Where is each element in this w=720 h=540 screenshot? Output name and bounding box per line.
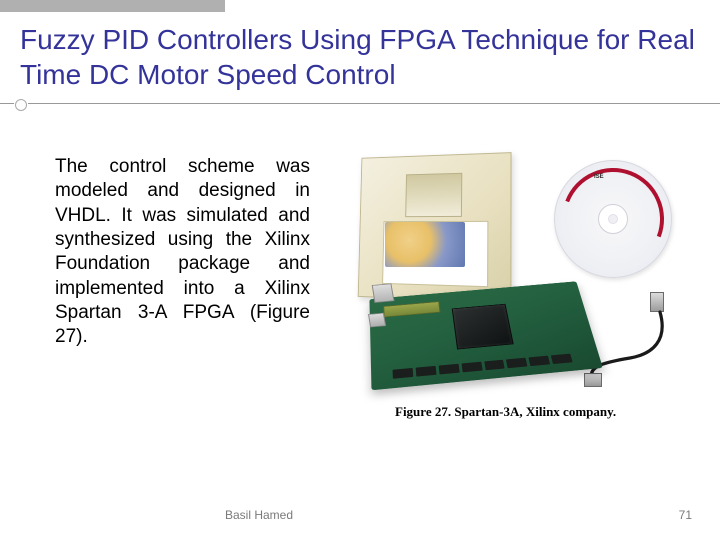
body-paragraph: The control scheme was modeled and desig… <box>55 155 310 350</box>
footer-author: Basil Hamed <box>225 508 293 522</box>
cd-arc-icon <box>546 152 681 287</box>
title-underline <box>0 103 720 104</box>
board-port-icon <box>372 283 395 303</box>
usb-plug-b-icon <box>584 373 602 387</box>
slide-title: Fuzzy PID Controllers Using FPGA Techniq… <box>20 22 700 92</box>
footer-page-number: 71 <box>679 508 692 522</box>
top-accent-band <box>0 0 225 12</box>
product-box-screen-icon <box>385 222 465 267</box>
figure-caption: Figure 27. Spartan-3A, Xilinx company. <box>395 404 690 420</box>
cd-label: ISE <box>594 174 648 181</box>
figure-27: ISE Figure 27. Spartan-3A, Xilinx compan… <box>335 142 690 422</box>
board-port-icon <box>368 313 386 328</box>
usb-cable-illustration <box>578 292 688 387</box>
title-bullet-icon <box>14 98 28 112</box>
